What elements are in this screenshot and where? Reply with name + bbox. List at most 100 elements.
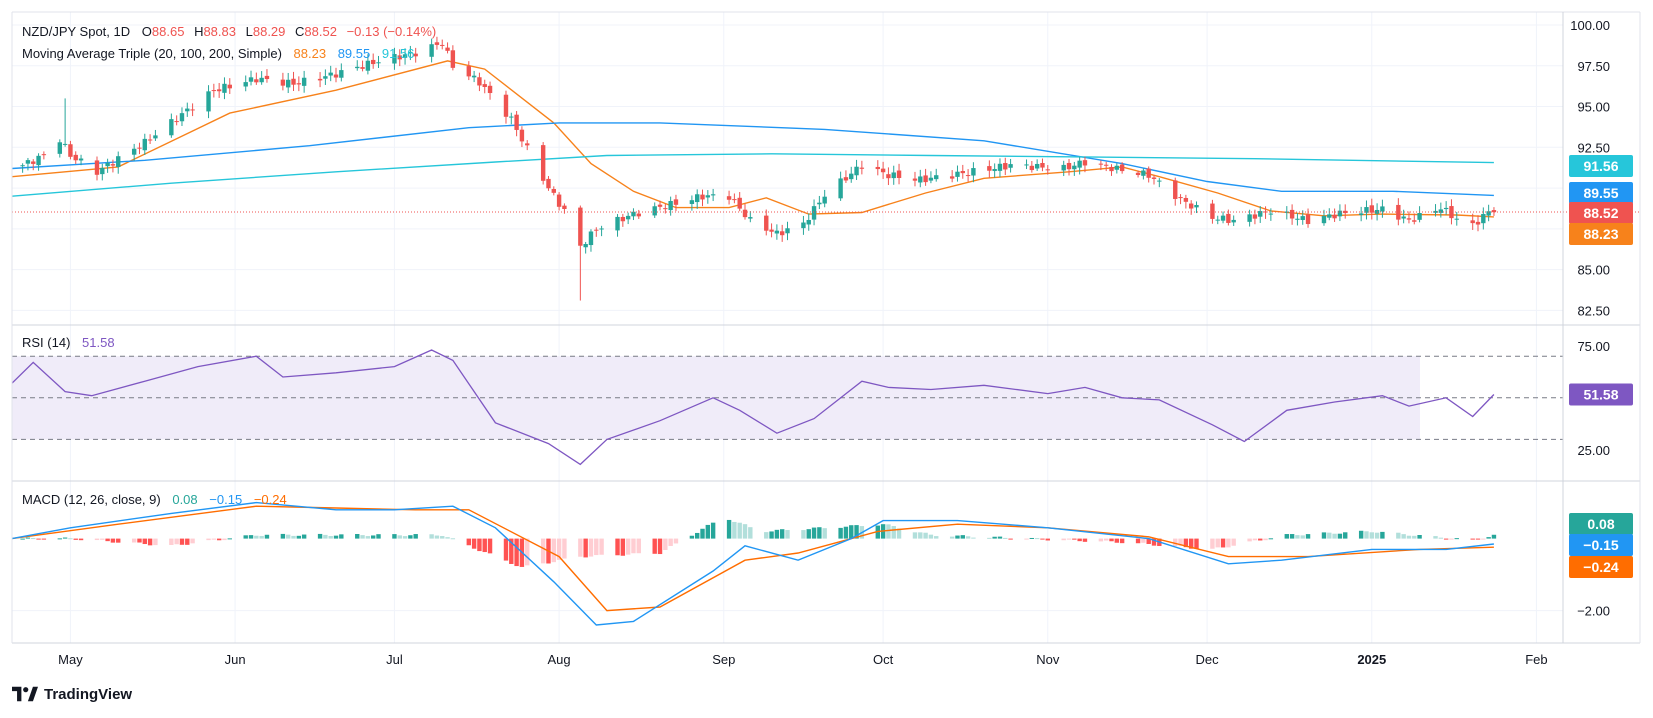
price-badge: 88.23 bbox=[1583, 226, 1618, 242]
macd-histogram-bar bbox=[695, 532, 700, 539]
candle-body bbox=[960, 170, 965, 174]
candle-body bbox=[179, 113, 185, 122]
candle-body bbox=[1024, 164, 1029, 166]
candle-body bbox=[997, 163, 1003, 171]
candle-body bbox=[918, 176, 923, 183]
candle-body bbox=[578, 207, 583, 246]
macd-histogram-bar bbox=[1061, 538, 1066, 541]
macd-histogram-bar bbox=[1029, 537, 1035, 539]
macd-histogram-bar bbox=[1151, 538, 1157, 546]
candle-body bbox=[105, 163, 110, 167]
macd-histogram-bar bbox=[445, 537, 450, 539]
macd-histogram-bar bbox=[1210, 538, 1215, 549]
macd-histogram-bar bbox=[296, 535, 302, 539]
candle-body bbox=[854, 166, 859, 176]
macd-axis[interactable]: −2.00 bbox=[1577, 604, 1610, 619]
macd-histogram-bar bbox=[615, 538, 620, 556]
macd-histogram-bar bbox=[78, 538, 84, 541]
macd-histogram-bar bbox=[1284, 534, 1289, 539]
candle-body bbox=[1008, 164, 1013, 168]
candle-body bbox=[1332, 214, 1337, 219]
candle-body bbox=[1401, 216, 1406, 219]
price-badge-bg bbox=[1569, 155, 1633, 177]
macd-histogram-bar bbox=[1321, 532, 1327, 539]
macd-histogram-bar bbox=[1066, 538, 1072, 540]
tradingview-watermark[interactable]: TradingView bbox=[12, 683, 132, 705]
candle-body bbox=[620, 216, 626, 222]
candle-body bbox=[153, 135, 158, 139]
macd-histogram-bar bbox=[551, 538, 556, 563]
macd-badge-bg bbox=[1569, 513, 1633, 535]
legend-ma[interactable]: Moving Average Triple (20, 100, 200, Sim… bbox=[22, 46, 414, 61]
rsi-axis[interactable]: 75.00 25.00 bbox=[1577, 339, 1610, 458]
candle-body bbox=[1151, 177, 1157, 179]
ohlc-low-value: 88.29 bbox=[253, 24, 286, 39]
candle-body bbox=[216, 89, 222, 92]
candle-body bbox=[556, 194, 562, 207]
candle-body bbox=[1183, 197, 1189, 202]
candle-body bbox=[1146, 168, 1151, 178]
legend-macd[interactable]: MACD (12, 26, close, 9) 0.08 −0.15 −0.24 bbox=[22, 492, 287, 507]
candle-body bbox=[1491, 210, 1497, 213]
macd-histogram-bar bbox=[886, 524, 891, 539]
macd-histogram-bar bbox=[1470, 538, 1475, 540]
macd-histogram-bar bbox=[147, 538, 153, 546]
macd-histogram-bar bbox=[1263, 538, 1268, 541]
macd-histogram-bar bbox=[1268, 538, 1274, 540]
candle-body bbox=[1220, 215, 1226, 221]
candle-body bbox=[402, 54, 408, 58]
time-tick-label: Jul bbox=[386, 652, 403, 667]
candle-body bbox=[1470, 220, 1475, 224]
candle-body bbox=[1295, 218, 1300, 220]
time-axis[interactable]: May Jun Jul Aug Sep Oct Nov Dec 2025 Feb bbox=[58, 652, 1547, 667]
candle-body bbox=[259, 77, 264, 83]
macd-histogram-bar bbox=[31, 538, 36, 540]
candle-body bbox=[413, 53, 418, 57]
macd-histogram-bar bbox=[339, 534, 344, 539]
macd-histogram-bar bbox=[1098, 538, 1104, 542]
macd-histogram-bar bbox=[100, 538, 105, 540]
time-tick-label: Dec bbox=[1196, 652, 1220, 667]
candle-body bbox=[514, 114, 519, 130]
candle-body bbox=[20, 165, 25, 167]
candle-body bbox=[1268, 213, 1274, 215]
macd-histogram-bar bbox=[1412, 535, 1417, 539]
candle-body bbox=[875, 166, 880, 170]
macd-histogram-bar bbox=[264, 534, 270, 539]
ma200-value: 91.56 bbox=[382, 46, 415, 61]
legend-rsi[interactable]: RSI (14) 51.58 bbox=[22, 335, 115, 350]
candle-body bbox=[291, 78, 296, 85]
macd-histogram-bar bbox=[987, 537, 992, 539]
macd-histogram-bar bbox=[657, 538, 663, 555]
candle-body bbox=[509, 116, 514, 118]
macd-histogram-bar bbox=[392, 534, 397, 539]
candle-body bbox=[748, 217, 753, 219]
macd-histogram-bar bbox=[854, 525, 859, 539]
candle-body bbox=[450, 50, 456, 68]
macd-histogram-bar bbox=[365, 536, 371, 539]
macd-histogram-bar bbox=[997, 536, 1003, 539]
candle-body bbox=[742, 209, 748, 218]
candle-body bbox=[1109, 166, 1114, 172]
candle-body bbox=[1066, 162, 1072, 170]
rsi-tick-label: 75.00 bbox=[1577, 339, 1610, 354]
price-badge-bg bbox=[1569, 202, 1633, 224]
macd-histogram-bar bbox=[355, 533, 360, 539]
candlesticks bbox=[20, 36, 1497, 301]
candle-body bbox=[949, 176, 955, 179]
candle-body bbox=[546, 178, 551, 189]
macd-histogram-bar bbox=[896, 528, 902, 539]
macd-histogram-bar bbox=[105, 538, 110, 542]
candle-body bbox=[1364, 207, 1369, 213]
macd-histogram-bar bbox=[328, 536, 333, 539]
candle-body bbox=[1449, 206, 1454, 219]
candle-body bbox=[296, 83, 302, 85]
macd-histogram-bar bbox=[397, 535, 402, 539]
candle-body bbox=[668, 201, 673, 211]
candle-body bbox=[227, 84, 232, 89]
rsi-tick-label: 25.00 bbox=[1577, 443, 1610, 458]
candle-body bbox=[185, 108, 190, 112]
macd-histogram-bar bbox=[211, 538, 217, 540]
candle-body bbox=[1178, 197, 1183, 199]
candle-body bbox=[525, 143, 530, 146]
